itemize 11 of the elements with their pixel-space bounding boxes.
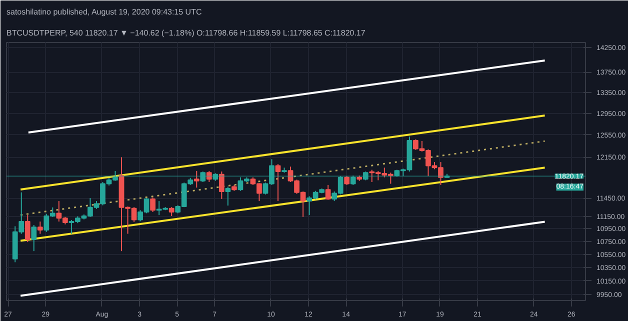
chart-title: satoshilatino published, August 19, 2020 09:43:15 UTC xyxy=(6,8,202,16)
candlestick xyxy=(24,214,30,243)
candlestick xyxy=(194,170,200,188)
candlestick xyxy=(31,224,37,252)
candlestick xyxy=(150,196,156,212)
candlestick xyxy=(218,171,224,200)
candlestick xyxy=(37,221,43,234)
candlestick xyxy=(325,184,331,200)
chart-subtitle: BTCUSDTPERP, 540 11820.17 ▼ −140.62 (−1.18%) O:11798.66 H:11859.59 L:11798.65 C:11820.17 xyxy=(6,28,366,38)
candlestick xyxy=(275,164,281,202)
candlestick xyxy=(225,186,231,206)
